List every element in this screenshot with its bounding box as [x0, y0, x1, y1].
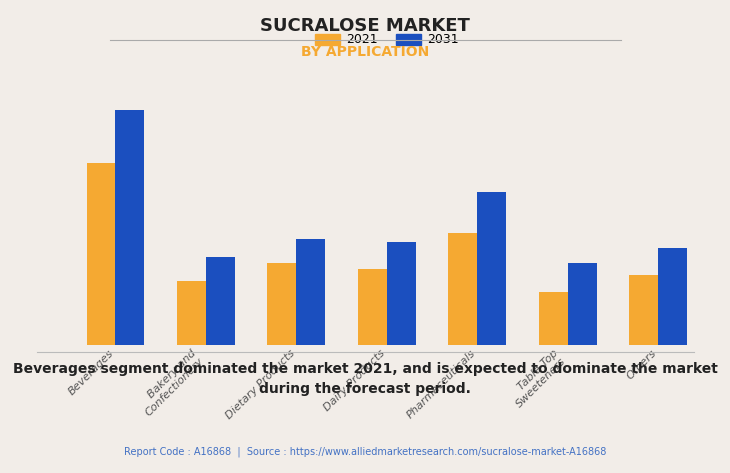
Bar: [206, 257, 235, 345]
Bar: [658, 248, 687, 345]
Text: Beverages segment dominated the market 2021, and is expected to dominate the mar: Beverages segment dominated the market 2…: [12, 362, 718, 396]
Text: SUCRALOSE MARKET: SUCRALOSE MARKET: [260, 17, 470, 35]
Bar: [87, 163, 115, 345]
Bar: [177, 280, 206, 345]
Bar: [448, 234, 477, 345]
Legend: 2021, 2031: 2021, 2031: [310, 28, 464, 52]
Text: BY APPLICATION: BY APPLICATION: [301, 45, 429, 59]
Bar: [115, 110, 145, 345]
Bar: [358, 269, 387, 345]
Bar: [477, 192, 507, 345]
Bar: [296, 239, 326, 345]
Bar: [539, 292, 568, 345]
Bar: [568, 263, 597, 345]
Bar: [387, 242, 416, 345]
Bar: [267, 263, 296, 345]
Text: Report Code : A16868  |  Source : https://www.alliedmarketresearch.com/sucralose: Report Code : A16868 | Source : https://…: [124, 447, 606, 457]
Bar: [629, 275, 658, 345]
